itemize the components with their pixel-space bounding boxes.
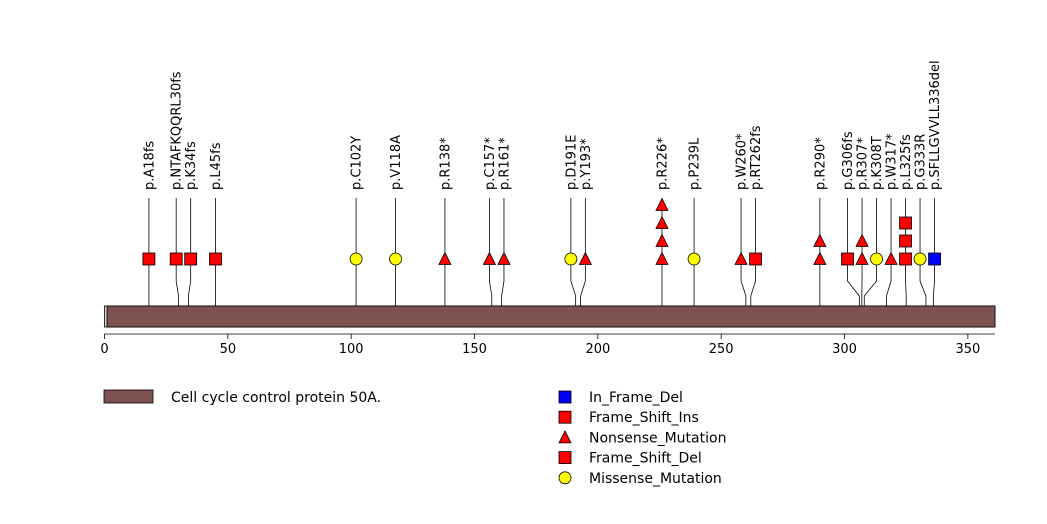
- axis-tick-label: 100: [339, 342, 364, 357]
- legend-marker: [558, 390, 572, 404]
- mutation-marker: [841, 252, 854, 266]
- mutation-label: p.R161*: [497, 137, 512, 190]
- mutation-label: p.G333R: [914, 134, 929, 190]
- domain-legend-swatch: [103, 389, 154, 404]
- mutation-label: p.L325fs: [899, 134, 914, 190]
- mutation-marker: [855, 233, 869, 247]
- domain-legend-label: Cell cycle control protein 50A.: [171, 390, 381, 406]
- mutation-marker: [928, 252, 941, 266]
- axis-tick-label: 0: [100, 342, 108, 357]
- mutation-label-layer: p.A18fs p.NTAFKQQRL30fs p.K34fs p.L45fs p.C1…: [142, 60, 943, 190]
- mutation-marker: [578, 251, 593, 265]
- mutation-marker: [734, 251, 748, 265]
- legend-marker: [558, 451, 572, 465]
- legend-label: Frame_Shift_Del: [589, 451, 702, 467]
- legend-label: Nonsense_Mutation: [589, 430, 726, 446]
- protein-track: [104, 305, 996, 328]
- marker-layer: [142, 197, 941, 266]
- legend-label: Missense_Mutation: [589, 471, 722, 487]
- mutation-label: p.R290*: [813, 137, 828, 190]
- mutation-marker: [184, 252, 198, 266]
- axis-tick-label: 250: [709, 342, 734, 357]
- mutation-marker: [884, 251, 898, 265]
- mutation-label: p.RT262fs: [749, 125, 764, 190]
- mutation-marker: [655, 251, 669, 265]
- mutation-marker: [655, 215, 669, 229]
- mutation-label: p.A18fs: [142, 141, 157, 190]
- legend-label: In_Frame_Del: [589, 390, 683, 406]
- mutation-label: p.L45fs: [209, 142, 224, 190]
- x-axis: 0 50 100 150 200 250 300 350: [100, 333, 995, 357]
- mutation-label: p.R226*: [655, 137, 670, 190]
- mutation-label: p.P239L: [688, 137, 703, 190]
- legend-marker: [558, 430, 572, 444]
- mutation-marker: [813, 233, 827, 247]
- mutation-marker: [655, 233, 669, 247]
- mutation-label: p.K308T: [870, 136, 885, 190]
- mutation-label: p.R307*: [856, 137, 871, 190]
- mutation-marker: [899, 216, 912, 230]
- mutation-label: p.C102Y: [350, 136, 365, 190]
- mutation-marker: [899, 252, 912, 266]
- legend-label: Frame_Shift_Ins: [589, 410, 699, 426]
- mutation-label: p.NTAFKQQRL30fs: [170, 71, 185, 190]
- mutation-label: p.C157*: [483, 137, 498, 190]
- mutation-label: p.W260*: [735, 133, 750, 190]
- legend-marker: [558, 471, 572, 485]
- mutation-marker: [899, 234, 912, 248]
- mutation-label: p.Y193*: [579, 138, 594, 190]
- mutation-label: p.D191E: [564, 135, 579, 190]
- mutation-marker: [142, 252, 156, 266]
- mutation-marker: [209, 252, 222, 266]
- mutation-marker: [870, 252, 883, 266]
- axis-tick-label: 200: [585, 342, 610, 357]
- mutation-marker: [389, 252, 402, 266]
- axis-tick-label: 350: [955, 342, 980, 357]
- mutation-marker: [349, 252, 363, 266]
- mutation-label: p.W317*: [885, 133, 900, 190]
- axis-tick-label: 300: [832, 342, 857, 357]
- legend: Cell cycle control protein 50A. In_Frame_…: [103, 389, 726, 487]
- mutation-marker: [855, 251, 869, 265]
- mutation-label: p.K34fs: [184, 141, 199, 190]
- mutation-label: p.G306fs: [841, 131, 856, 190]
- mutation-marker: [749, 252, 762, 266]
- mutation-marker: [655, 197, 669, 211]
- mutation-marker: [564, 252, 578, 266]
- mutation-label: p.SFLLGVVLL336del: [928, 60, 943, 190]
- mutation-marker: [482, 251, 497, 265]
- mutation-label: p.R138*: [438, 137, 453, 190]
- mutation-marker: [169, 252, 183, 266]
- axis-tick-label: 150: [462, 342, 487, 357]
- mutation-marker: [687, 252, 701, 266]
- mutation-label: p.V118A: [389, 135, 404, 190]
- protein-domain: [106, 305, 996, 328]
- mutation-marker: [497, 251, 511, 265]
- mutation-marker: [813, 251, 827, 265]
- mutation-marker: [438, 251, 452, 265]
- axis-tick-label: 50: [220, 342, 237, 357]
- legend-marker: [558, 410, 572, 424]
- mutation-marker: [913, 252, 927, 266]
